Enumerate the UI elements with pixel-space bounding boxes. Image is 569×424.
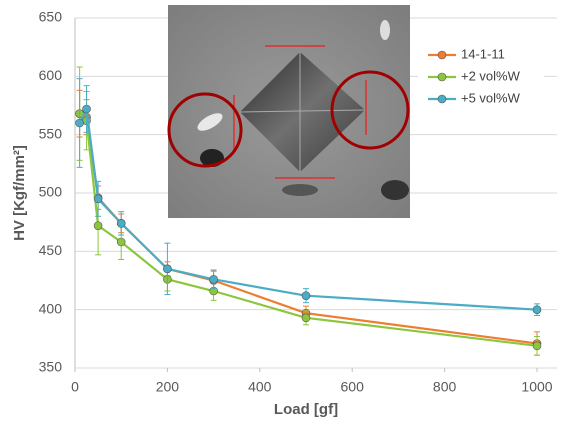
data-point bbox=[209, 275, 218, 284]
x-tick-label: 200 bbox=[156, 379, 180, 395]
y-tick-label: 450 bbox=[39, 242, 63, 258]
data-point bbox=[93, 194, 103, 204]
series-line bbox=[78, 105, 538, 311]
legend-label: 14-1-11 bbox=[461, 46, 505, 61]
x-tick-label: 400 bbox=[248, 379, 272, 395]
series-line bbox=[78, 112, 538, 347]
data-point bbox=[163, 264, 172, 274]
y-tick-label: 400 bbox=[39, 300, 63, 316]
y-tick-label: 550 bbox=[39, 125, 63, 141]
data-point bbox=[301, 291, 311, 300]
data-point bbox=[75, 118, 84, 128]
data-point bbox=[532, 341, 542, 351]
y-tick-label: 600 bbox=[39, 67, 63, 83]
data-point bbox=[116, 219, 126, 228]
y-axis-title: HV [Kgf/mm²] bbox=[11, 145, 28, 241]
x-tick-label: 600 bbox=[341, 379, 365, 395]
data-point bbox=[82, 104, 91, 114]
x-tick-label: 1000 bbox=[521, 379, 552, 395]
x-axis-title: Load [gf] bbox=[274, 401, 338, 418]
data-point bbox=[532, 305, 542, 314]
legend-marker bbox=[437, 94, 447, 104]
legend-marker bbox=[437, 72, 447, 82]
micrograph-inset bbox=[167, 5, 410, 218]
x-tick-label: 800 bbox=[433, 379, 457, 395]
x-tick-label: 0 bbox=[71, 379, 79, 395]
legend-marker bbox=[437, 50, 447, 60]
legend-label: +2 vol%W bbox=[461, 68, 521, 83]
y-tick-label: 350 bbox=[39, 359, 63, 375]
data-point bbox=[93, 221, 103, 230]
y-tick-label: 500 bbox=[39, 184, 63, 200]
data-point bbox=[301, 313, 311, 323]
data-point bbox=[116, 237, 126, 247]
legend-label: +5 vol%W bbox=[461, 90, 521, 105]
y-tick-label: 650 bbox=[39, 9, 63, 25]
